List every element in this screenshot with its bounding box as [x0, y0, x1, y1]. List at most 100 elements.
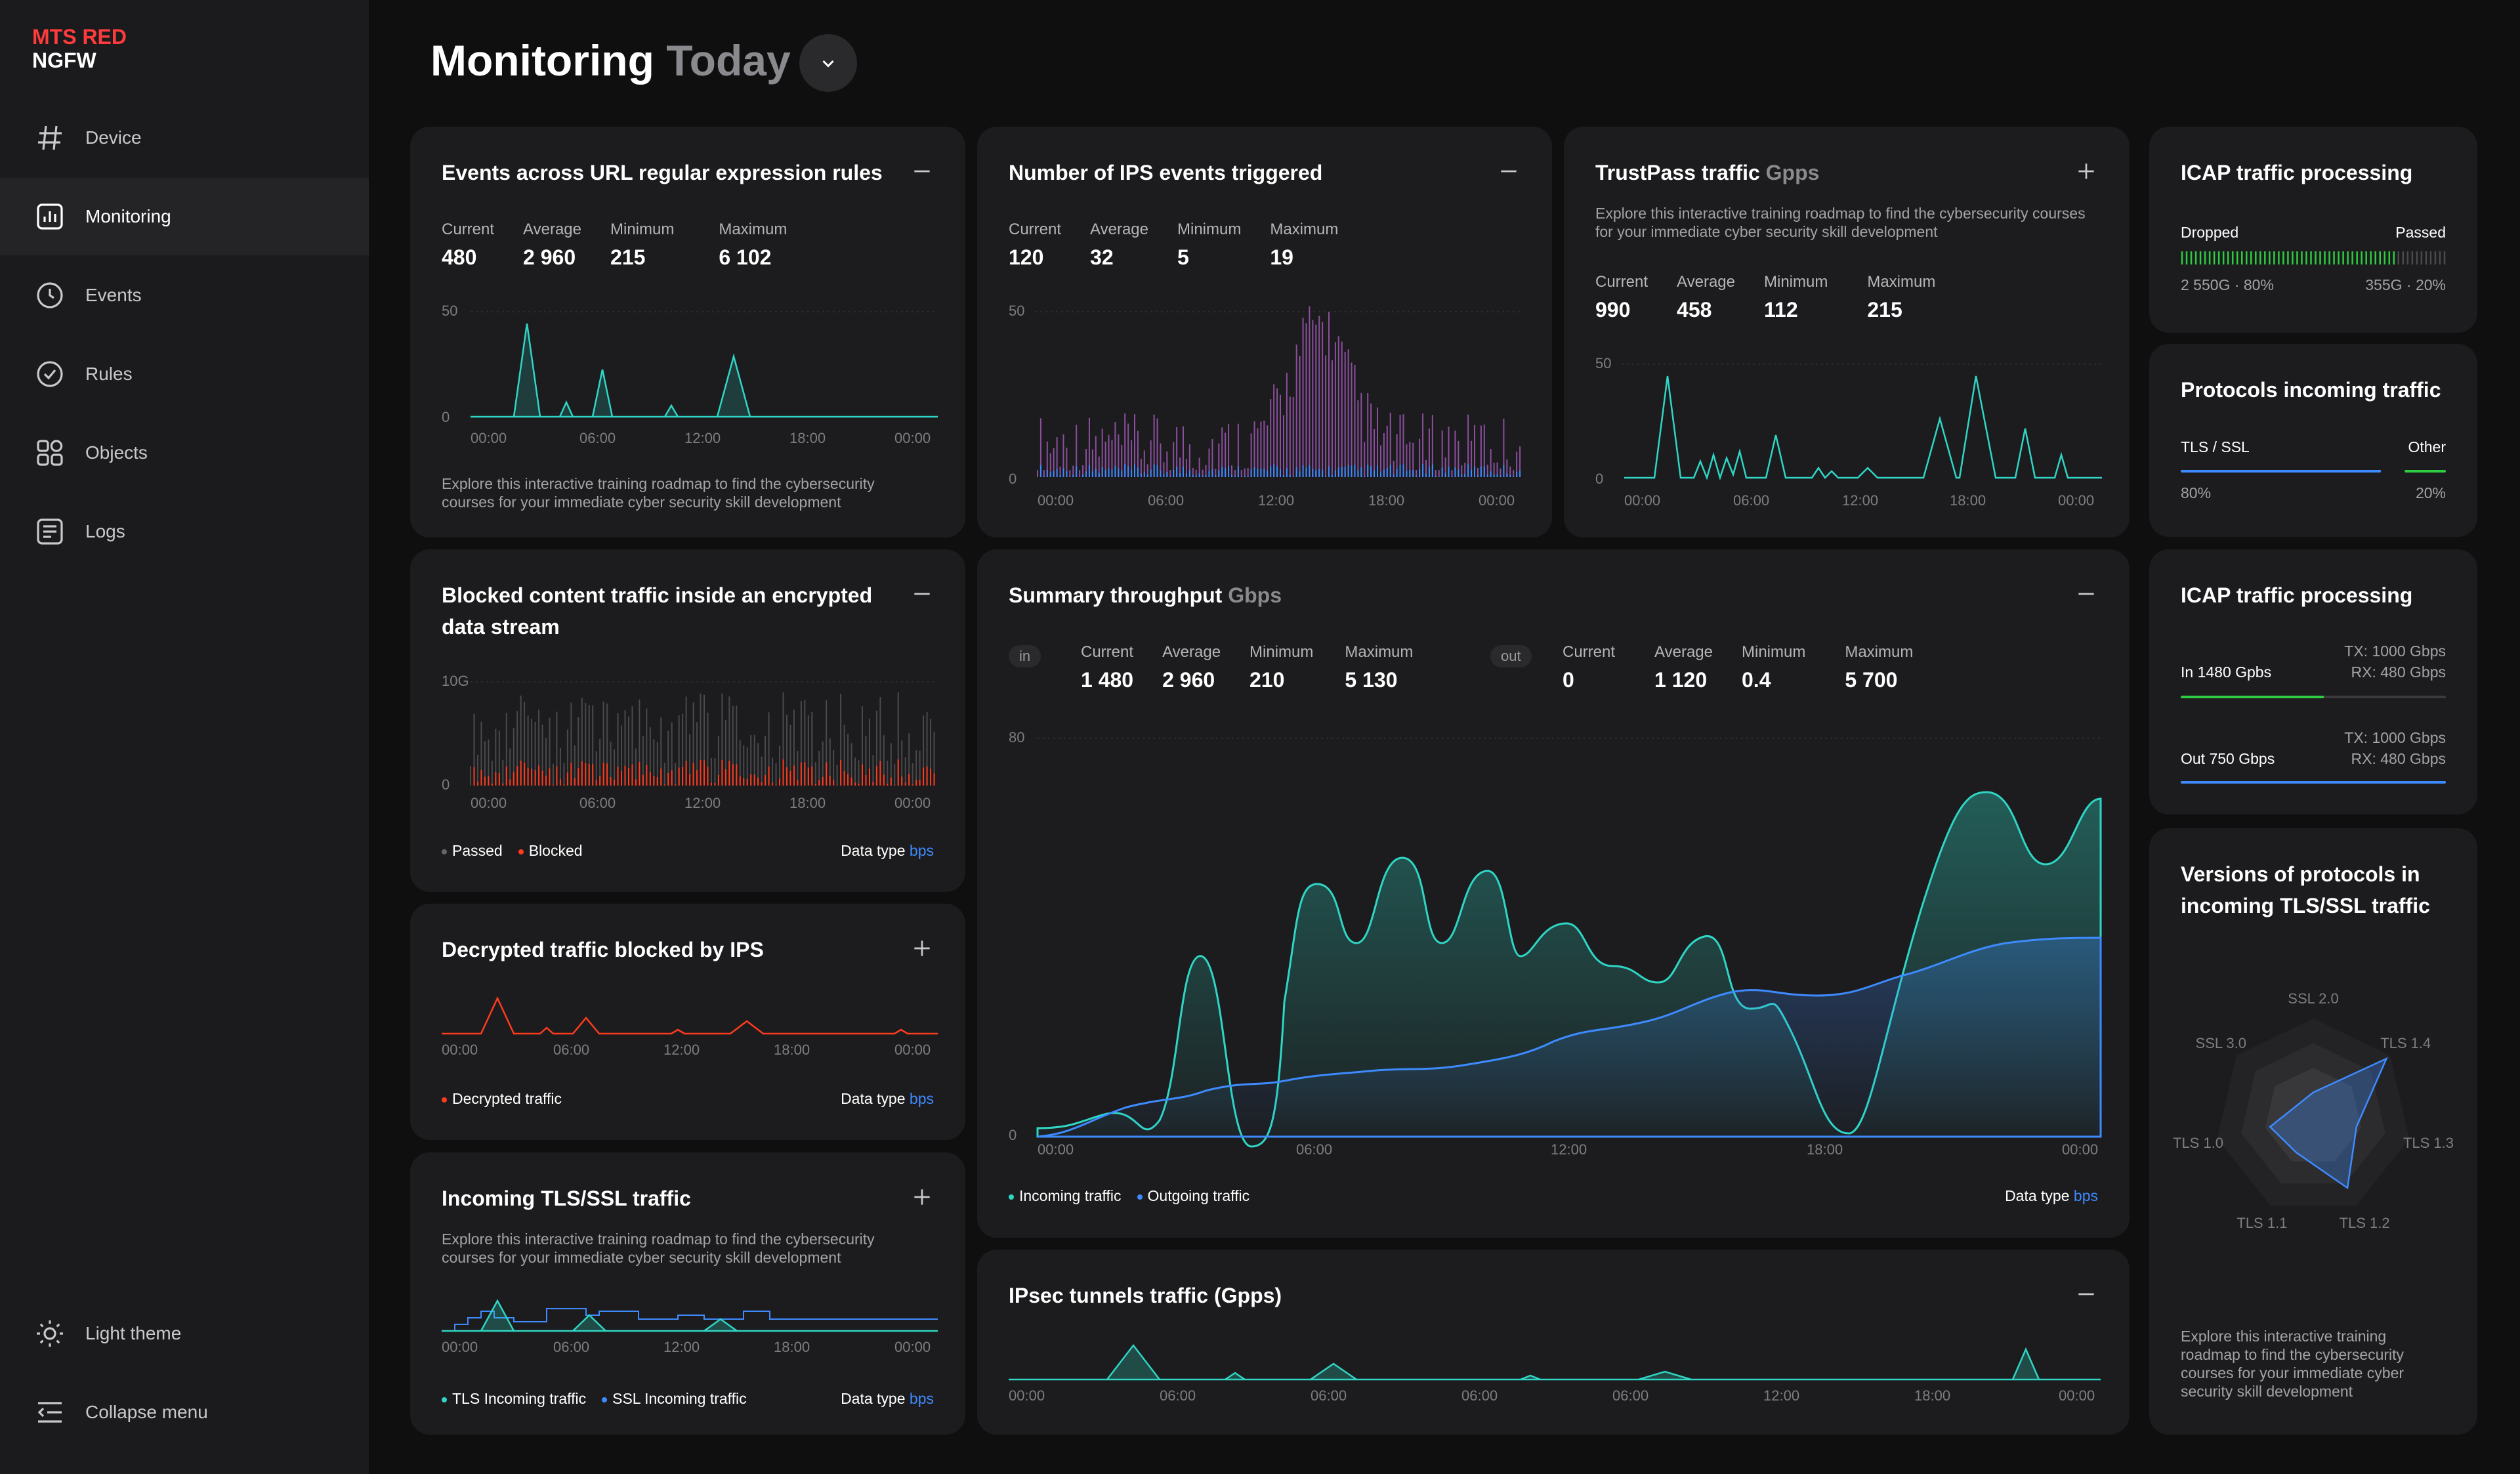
dropped-value: 2 550G · 80%: [2181, 276, 2274, 293]
stat-label: Average: [1654, 643, 1713, 661]
ipsec-x-axis: 00:00 06:00 06:00 06:00 06:00 12:00 18:0…: [1009, 1387, 2095, 1404]
check-circle-icon: [37, 361, 63, 387]
trustpass-series: [1624, 375, 2102, 481]
stat-label: Maximum: [719, 221, 788, 238]
data-type-value[interactable]: bps: [2073, 1187, 2098, 1204]
stat-label: Maximum: [1270, 221, 1339, 238]
trustpass-chart: 50 0: [1595, 355, 2102, 487]
data-type-value[interactable]: bps: [909, 1090, 934, 1107]
data-type-selector[interactable]: Data type bps: [841, 1390, 934, 1408]
sun-icon: [37, 1320, 63, 1347]
legend-outgoing: Outgoing traffic: [1137, 1187, 1250, 1205]
radar-ring: [2265, 1068, 2362, 1162]
collapse-card-button[interactable]: [2073, 581, 2099, 607]
expand-card-button[interactable]: [909, 1184, 935, 1210]
data-type-selector[interactable]: Data type bps: [2005, 1187, 2098, 1205]
stat-label: Average: [1090, 221, 1148, 238]
collapse-card-button[interactable]: [2073, 1281, 2099, 1307]
collapse-card-button[interactable]: [909, 581, 935, 607]
legend-blocked: Blocked: [518, 842, 583, 860]
collapse-menu-label: Collapse menu: [85, 1402, 208, 1422]
x-tick: 12:00: [684, 430, 721, 446]
x-tick: 00:00: [442, 1042, 478, 1058]
legend-tls-label: TLS Incoming traffic: [452, 1390, 587, 1407]
x-tick: 18:00: [1950, 492, 1986, 509]
card-title: Events across URL regular expression rul…: [442, 161, 883, 184]
nav-logs[interactable]: Logs: [0, 493, 369, 570]
x-tick: 06:00: [579, 430, 616, 446]
legend-incoming-label: Incoming traffic: [1019, 1187, 1122, 1204]
card-title: Protocols incoming traffic: [2181, 378, 2441, 402]
x-tick: 12:00: [684, 795, 721, 811]
minus-icon: [914, 593, 930, 595]
icap2-in-bar: [2181, 696, 2446, 698]
x-tick: 00:00: [471, 430, 507, 446]
nav-rules[interactable]: Rules: [0, 335, 369, 413]
card-decrypted: Decrypted traffic blocked by IPS 00:00 0…: [410, 904, 965, 1140]
x-tick: 00:00: [1479, 492, 1515, 509]
card-title: Number of IPS events triggered: [1009, 161, 1323, 184]
x-tick: 00:00: [894, 430, 931, 446]
y-max-label: 80: [1009, 729, 1024, 746]
collapse-menu[interactable]: Collapse menu: [0, 1374, 369, 1451]
card-description: Explore this interactive training roadma…: [1595, 205, 2086, 240]
trustpass-x-axis: 00:00 06:00 12:00 18:00 00:00: [1624, 492, 2094, 509]
data-type-value[interactable]: bps: [909, 842, 934, 859]
x-tick: 18:00: [1914, 1387, 1950, 1404]
radar-axis-label: TLS 1.2: [2340, 1215, 2390, 1231]
data-type-value[interactable]: bps: [909, 1390, 934, 1407]
logs-icon: [37, 518, 63, 545]
nav-device[interactable]: Device: [0, 99, 369, 177]
out-bar-fill: [2181, 781, 2446, 784]
x-tick: 00:00: [2062, 1141, 2098, 1158]
data-type-selector[interactable]: Data type bps: [841, 842, 934, 860]
expand-card-button[interactable]: [909, 935, 935, 961]
x-tick: 18:00: [789, 795, 826, 811]
out-minimum: 0.4: [1742, 668, 1771, 692]
summary-throughput-chart: 80 0: [1009, 729, 2102, 1148]
collapse-card-button[interactable]: [1496, 158, 1522, 184]
period-dropdown-button[interactable]: [799, 34, 857, 92]
dropped-label: Dropped: [2181, 224, 2239, 241]
tls-incoming-series: [442, 1299, 938, 1332]
expand-card-button[interactable]: [2073, 158, 2099, 184]
legend-blocked-label: Blocked: [528, 842, 583, 859]
nav-objects[interactable]: Objects: [0, 414, 369, 492]
nav-events[interactable]: Events: [0, 257, 369, 334]
stat-label: Current: [1081, 643, 1134, 661]
chart-icon: [37, 203, 63, 230]
card-title-main: Summary throughput: [1009, 583, 1223, 607]
x-tick: 18:00: [774, 1042, 810, 1058]
collapse-card-button[interactable]: [909, 158, 935, 184]
x-tick: 18:00: [1368, 492, 1404, 509]
card-title: Decrypted traffic blocked by IPS: [442, 938, 764, 961]
nav-monitoring-label: Monitoring: [85, 206, 171, 226]
stat-label: Average: [1677, 273, 1735, 291]
card-description: Explore this interactive training roadma…: [442, 475, 875, 511]
x-tick: 12:00: [1258, 492, 1294, 509]
passed-value: 355G · 20%: [2365, 276, 2446, 293]
y-min-label: 0: [442, 409, 450, 425]
plus-icon: [914, 940, 930, 956]
sidebar: MTS RED NGFW Device Monitoring Events Ru…: [0, 0, 369, 1474]
card-blocked-content: Blocked content traffic inside an encryp…: [410, 549, 965, 892]
stat-label: Minimum: [1742, 643, 1806, 661]
minus-icon: [2078, 593, 2094, 595]
card-description: Explore this interactive training roadma…: [442, 1231, 875, 1266]
x-tick: 12:00: [1763, 1387, 1799, 1404]
data-type-selector[interactable]: Data type bps: [841, 1090, 934, 1108]
stat-label: Minimum: [610, 221, 675, 238]
clock-icon: [37, 282, 63, 308]
theme-toggle[interactable]: Light theme: [0, 1295, 369, 1372]
brand-logo[interactable]: MTS RED NGFW: [32, 25, 127, 72]
x-tick: 18:00: [1807, 1141, 1843, 1158]
tls-x-axis: 00:00 06:00 12:00 18:00 00:00: [442, 1339, 931, 1355]
brand-line2: NGFW: [32, 49, 96, 72]
protocols-ratio-bar: [2181, 470, 2446, 473]
card-summary-throughput: Summary throughput Gbps in Current 1 480 …: [977, 549, 2130, 1238]
out-rx: RX: 480 Gbps: [2351, 750, 2446, 767]
nav-monitoring[interactable]: Monitoring: [0, 178, 369, 255]
y-max-label: 10G: [442, 673, 469, 689]
in-tx: TX: 1000 Gbps: [2344, 642, 2446, 660]
card-ips-events: Number of IPS events triggered Current 12…: [977, 127, 1552, 537]
